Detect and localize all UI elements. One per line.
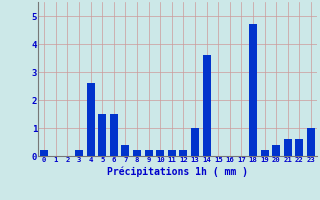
X-axis label: Précipitations 1h ( mm ): Précipitations 1h ( mm ) <box>107 166 248 177</box>
Bar <box>156 150 164 156</box>
Bar <box>307 128 315 156</box>
Bar <box>179 150 188 156</box>
Bar <box>110 114 118 156</box>
Bar <box>145 150 153 156</box>
Bar <box>98 114 106 156</box>
Bar <box>272 145 280 156</box>
Bar <box>191 128 199 156</box>
Bar <box>75 150 83 156</box>
Bar <box>86 83 95 156</box>
Bar <box>168 150 176 156</box>
Bar <box>284 139 292 156</box>
Bar <box>40 150 48 156</box>
Bar <box>203 55 211 156</box>
Bar <box>295 139 303 156</box>
Bar <box>260 150 269 156</box>
Bar <box>133 150 141 156</box>
Bar <box>249 24 257 156</box>
Bar <box>121 145 130 156</box>
